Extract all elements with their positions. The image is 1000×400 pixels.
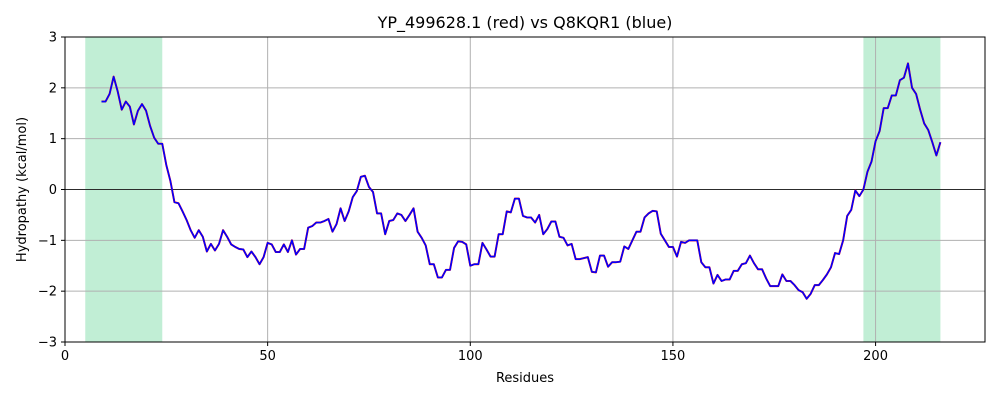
axis-ticks: 0 50 100 150 200 −3 −2 −1 0 1 2 3 bbox=[38, 31, 888, 365]
series-layer bbox=[101, 62, 942, 300]
series-line-blue-0 bbox=[101, 62, 942, 300]
x-tick-label: 100 bbox=[458, 349, 483, 364]
y-tick-label: 3 bbox=[49, 31, 57, 46]
chart-title: YP_499628.1 (red) vs Q8KQR1 (blue) bbox=[377, 13, 673, 33]
x-tick-label: 50 bbox=[259, 349, 276, 364]
y-axis-label: Hydropathy (kcal/mol) bbox=[15, 117, 30, 262]
x-axis-label: Residues bbox=[496, 371, 554, 386]
y-tick-label: 1 bbox=[49, 132, 57, 147]
x-tick-label: 0 bbox=[61, 349, 69, 364]
y-tick-label: −3 bbox=[38, 336, 57, 351]
series-line-red-0 bbox=[101, 62, 942, 300]
x-tick-label: 200 bbox=[863, 349, 888, 364]
y-tick-label: −2 bbox=[38, 285, 57, 300]
y-tick-label: −1 bbox=[38, 234, 57, 249]
y-tick-label: 0 bbox=[49, 183, 57, 198]
x-tick-label: 150 bbox=[661, 349, 686, 364]
y-tick-label: 2 bbox=[49, 81, 57, 96]
